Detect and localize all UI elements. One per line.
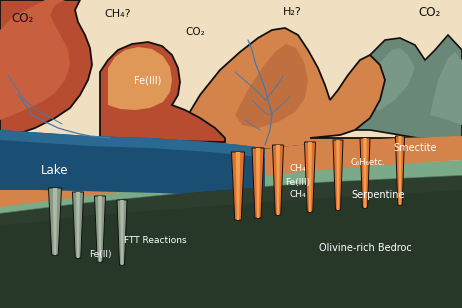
Polygon shape bbox=[0, 130, 265, 200]
Polygon shape bbox=[73, 192, 84, 258]
Polygon shape bbox=[0, 175, 462, 238]
Polygon shape bbox=[0, 0, 70, 120]
Polygon shape bbox=[336, 140, 340, 210]
Polygon shape bbox=[360, 138, 370, 208]
Text: CH₄: CH₄ bbox=[290, 164, 306, 172]
Text: C₆H₆etc.: C₆H₆etc. bbox=[351, 157, 385, 167]
Polygon shape bbox=[276, 145, 280, 215]
Polygon shape bbox=[363, 138, 367, 208]
Text: CH₄: CH₄ bbox=[290, 189, 306, 198]
Polygon shape bbox=[308, 142, 312, 212]
Polygon shape bbox=[49, 188, 61, 255]
Polygon shape bbox=[120, 200, 124, 265]
Polygon shape bbox=[76, 192, 80, 258]
Polygon shape bbox=[252, 148, 264, 218]
Text: FTT Reactions: FTT Reactions bbox=[124, 236, 186, 245]
Polygon shape bbox=[95, 196, 105, 262]
Text: Fe(II): Fe(II) bbox=[89, 250, 111, 260]
Polygon shape bbox=[108, 47, 172, 110]
Polygon shape bbox=[98, 196, 102, 262]
Polygon shape bbox=[398, 136, 401, 205]
Text: Olivine-rich Bedroc: Olivine-rich Bedroc bbox=[319, 243, 411, 253]
Polygon shape bbox=[340, 35, 462, 140]
Text: H₂?: H₂? bbox=[283, 7, 301, 17]
Polygon shape bbox=[0, 0, 92, 140]
Text: CH₄?: CH₄? bbox=[105, 9, 131, 19]
Polygon shape bbox=[100, 42, 225, 142]
Polygon shape bbox=[333, 140, 343, 210]
Polygon shape bbox=[236, 152, 240, 220]
Polygon shape bbox=[256, 148, 260, 218]
Polygon shape bbox=[0, 176, 462, 308]
Polygon shape bbox=[273, 145, 284, 215]
Text: Lake: Lake bbox=[41, 164, 69, 176]
Polygon shape bbox=[304, 142, 316, 212]
Polygon shape bbox=[231, 152, 244, 220]
Polygon shape bbox=[175, 28, 462, 152]
Polygon shape bbox=[360, 48, 415, 110]
Text: CO₂: CO₂ bbox=[11, 11, 33, 25]
Polygon shape bbox=[53, 188, 57, 255]
Polygon shape bbox=[0, 136, 462, 207]
Polygon shape bbox=[0, 160, 462, 238]
Text: CO₂: CO₂ bbox=[185, 27, 205, 37]
Polygon shape bbox=[0, 176, 462, 225]
Text: Smectite: Smectite bbox=[393, 143, 437, 153]
Polygon shape bbox=[430, 52, 462, 125]
Polygon shape bbox=[395, 136, 405, 205]
Polygon shape bbox=[117, 200, 127, 265]
Text: Serpentine: Serpentine bbox=[351, 190, 405, 200]
Text: Fe(III): Fe(III) bbox=[286, 177, 310, 187]
Text: Fe(III): Fe(III) bbox=[134, 75, 162, 85]
Polygon shape bbox=[235, 44, 308, 128]
Polygon shape bbox=[0, 130, 265, 158]
Text: CO₂: CO₂ bbox=[419, 6, 441, 18]
